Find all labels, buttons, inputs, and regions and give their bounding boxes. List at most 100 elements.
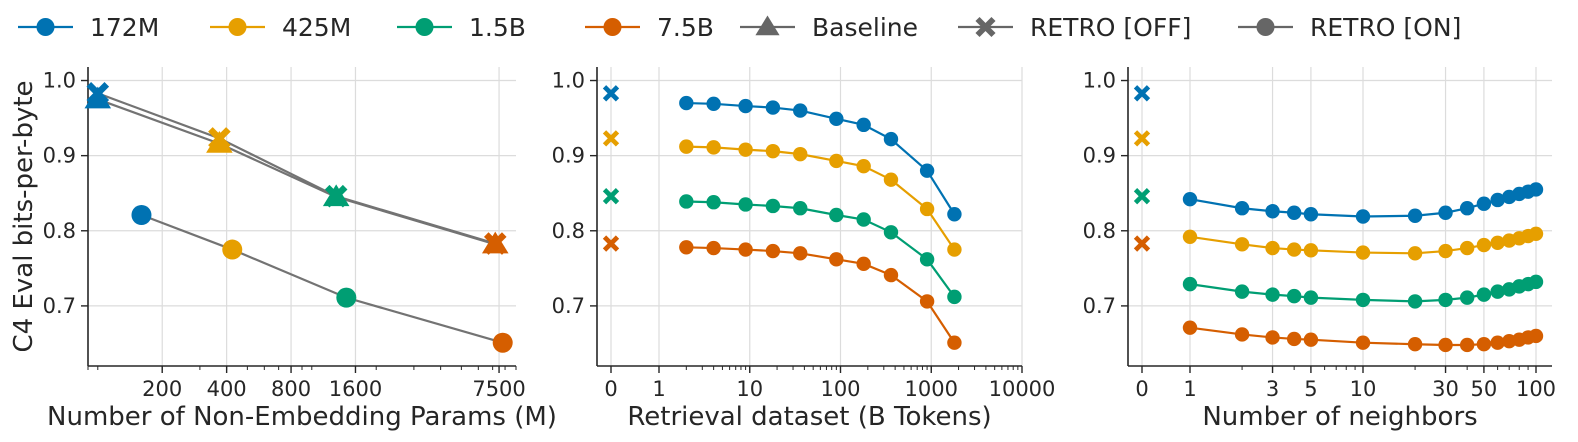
425m-data-point — [856, 158, 871, 174]
x-tick-label: 200 — [142, 377, 182, 401]
1-5b-data-point — [919, 252, 935, 267]
1-5b-data-point — [829, 207, 844, 223]
x-tick-label: 10 — [736, 377, 763, 401]
legend-label: 7.5B — [657, 13, 714, 42]
x-tick-label: 1 — [1183, 377, 1196, 401]
y-tick-label: 1.0 — [1083, 69, 1116, 93]
425m-data-point — [1459, 240, 1475, 256]
172m-x-marker — [86, 82, 110, 105]
y-tick-label: 0.9 — [552, 144, 585, 168]
172m-data-point — [706, 96, 721, 112]
1-5b-x-marker — [324, 184, 348, 208]
7-5b-series-line — [686, 246, 956, 344]
x-tick-label: 5 — [1304, 377, 1317, 401]
7-5b-data-point — [793, 246, 808, 261]
172m-data-point — [1438, 205, 1453, 220]
legend-marker-7-5b — [603, 18, 622, 36]
y-tick-label: 0.7 — [1083, 294, 1116, 318]
7-5b-data-point — [1438, 337, 1453, 353]
7-5b-data-point — [1182, 320, 1198, 335]
425m-data-point — [1476, 237, 1492, 253]
1-5b-data-point — [738, 197, 753, 212]
172m-data-point — [1528, 182, 1544, 197]
x-tick-label: 800 — [271, 377, 311, 401]
172m-data-point — [1286, 205, 1302, 220]
425m-data-point — [1234, 237, 1250, 252]
425m-data-point — [765, 143, 781, 159]
172m-data-point — [793, 103, 808, 118]
7-5b-data-point — [1355, 335, 1371, 350]
172m-data-point — [947, 207, 962, 222]
y-tick-label: 0.9 — [43, 144, 76, 168]
7-5b-data-point — [1490, 335, 1505, 350]
172m-data-point — [765, 100, 781, 115]
1-5b-circle-marker — [336, 287, 357, 308]
7-5b-retro-off-marker — [602, 235, 620, 252]
425m-series-line — [686, 145, 956, 251]
panel-params: 200 400 800 1600 7500 0.7 0.8 0.9 1.0 Number of N… — [9, 67, 557, 432]
7-5b-data-point — [1476, 337, 1492, 352]
y-tick-label: 0.7 — [552, 294, 585, 318]
retro-on-line — [141, 213, 504, 344]
172m-data-point — [1459, 201, 1475, 216]
425m-data-point — [1286, 242, 1302, 257]
panel-retrieval-dataset: 0 1 10 100 1000 10000 0.7 0.8 0.9 1.0 Retrieval da… — [552, 67, 1056, 432]
x-tick-label: 10 — [1350, 377, 1377, 401]
x-axis-label: Number of Non-Embedding Params (M) — [47, 402, 557, 432]
7-5b-data-point — [1528, 328, 1544, 344]
7-5b-data-point — [883, 267, 899, 283]
172m-retro-off-marker — [1133, 85, 1151, 102]
425m-data-point — [919, 201, 935, 217]
x-tick-label: 100 — [820, 377, 860, 401]
1-5b-data-point — [679, 194, 694, 209]
y-tick-label: 1.0 — [43, 69, 76, 93]
y-tick-label: 0.8 — [1083, 219, 1116, 243]
425m-data-point — [793, 146, 808, 162]
1-5b-data-point — [856, 212, 871, 227]
7-5b-circle-marker — [492, 332, 513, 353]
y-tick-label: 0.8 — [43, 219, 76, 243]
x-tick-label: 100 — [1516, 377, 1556, 401]
7-5b-data-point — [765, 243, 781, 259]
legend-label: RETRO [OFF] — [1030, 13, 1191, 42]
425m-data-point — [1355, 245, 1371, 260]
y-tick-label: 0.7 — [43, 294, 76, 318]
legend-label: RETRO [ON] — [1310, 13, 1461, 42]
7-5b-data-point — [856, 256, 871, 272]
1-5b-data-point — [1182, 276, 1198, 292]
1-5b-data-point — [1476, 287, 1492, 302]
425m-data-point — [829, 153, 844, 169]
425m-retro-off-marker — [1133, 130, 1151, 147]
7-5b-data-point — [1234, 327, 1250, 342]
172m-data-point — [883, 131, 899, 147]
1-5b-data-point — [706, 195, 721, 210]
1-5b-data-point — [1438, 292, 1453, 308]
172m-data-point — [856, 117, 871, 133]
1-5b-data-point — [1234, 284, 1250, 299]
7-5b-data-point — [829, 252, 844, 267]
425m-data-point — [679, 139, 694, 154]
x-tick-label: 0 — [604, 377, 617, 401]
legend-marker-1-5b — [415, 18, 434, 36]
425m-data-point — [947, 242, 962, 257]
425m-data-point — [1303, 243, 1319, 258]
y-axis-label: C4 Eval bits-per-byte — [9, 80, 39, 352]
425m-data-point — [883, 172, 899, 187]
1-5b-data-point — [793, 201, 808, 216]
172m-data-point — [829, 111, 844, 127]
172m-data-point — [679, 95, 694, 111]
7-5b-retro-off-marker — [1133, 235, 1151, 252]
7-5b-data-point — [1303, 332, 1319, 347]
x-tick-label: 3 — [1266, 377, 1279, 401]
7-5b-data-point — [919, 294, 935, 309]
172m-data-point — [1265, 204, 1280, 219]
7-5b-data-point — [1286, 331, 1302, 347]
172m-circle-marker — [131, 204, 152, 225]
1-5b-data-point — [1355, 292, 1371, 308]
1-5b-data-point — [765, 198, 781, 214]
172m-data-point — [1182, 192, 1198, 207]
425m-circle-marker — [222, 239, 243, 260]
7-5b-data-point — [1265, 330, 1280, 345]
x-tick-label: 10000 — [989, 377, 1056, 401]
1-5b-data-point — [947, 289, 962, 305]
